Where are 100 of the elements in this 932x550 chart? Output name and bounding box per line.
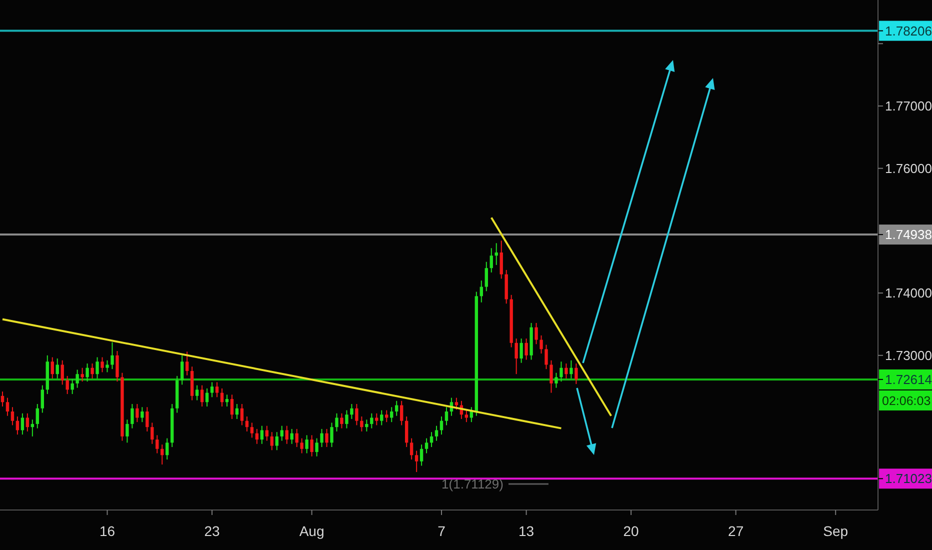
- candlestick: [106, 360, 109, 373]
- candlestick: [146, 406, 149, 432]
- candlestick: [126, 419, 129, 444]
- candlestick: [365, 419, 368, 432]
- candlestick: [215, 382, 219, 398]
- candlestick: [524, 338, 528, 360]
- candlestick: [360, 416, 364, 432]
- candlestick: [494, 242, 498, 266]
- candlestick: [10, 406, 14, 426]
- candlestick: [156, 434, 159, 454]
- candlestick: [136, 404, 139, 423]
- x-tick-label: Sep: [823, 523, 848, 539]
- candlestick: [265, 425, 268, 442]
- candlestick: [400, 400, 404, 426]
- candlestick: [310, 434, 314, 457]
- candlestick: [550, 360, 553, 394]
- y-tick-label: 1.77000: [885, 98, 932, 114]
- candlestick: [230, 394, 234, 420]
- y-tick-label: 1.74000: [885, 286, 932, 301]
- candlestick: [385, 410, 388, 423]
- candlestick: [250, 422, 254, 438]
- y-tick-label: 1.76000: [885, 160, 932, 176]
- ref-line-label: 1.72614: [885, 372, 932, 387]
- candlestick: [345, 410, 348, 429]
- candlestick: [30, 419, 34, 437]
- candlestick: [315, 438, 318, 457]
- candlestick: [110, 342, 114, 370]
- x-tick-label: 13: [518, 523, 534, 539]
- candlestick: [0, 391, 4, 408]
- candlestick: [200, 384, 204, 408]
- candlestick: [544, 344, 548, 370]
- candlestick: [26, 412, 30, 432]
- candlestick: [444, 406, 448, 426]
- candlestick: [434, 425, 438, 442]
- candlestick: [16, 416, 20, 436]
- candlestick: [130, 404, 134, 429]
- candlestick: [195, 384, 199, 401]
- candlestick: [280, 425, 284, 442]
- candlestick: [290, 428, 294, 444]
- candlestick: [50, 356, 54, 379]
- candlestick: [514, 338, 518, 375]
- candlestick: [205, 388, 209, 408]
- candlestick: [220, 388, 224, 408]
- candlestick: [520, 338, 523, 364]
- candlestick: [375, 412, 378, 426]
- candlestick: [340, 412, 344, 429]
- x-tick-label: 16: [99, 523, 116, 539]
- x-tick-label: Aug: [299, 523, 324, 539]
- ref-line-label: 1.71023: [885, 471, 932, 486]
- x-tick-label: 23: [204, 523, 220, 539]
- candlestick: [295, 428, 298, 448]
- candlestick: [464, 410, 468, 423]
- candlestick: [150, 422, 154, 444]
- candlestick: [6, 397, 10, 416]
- candlestick: [380, 410, 384, 426]
- candlestick: [245, 416, 249, 432]
- candlestick: [66, 375, 69, 395]
- candlestick: [20, 412, 24, 436]
- candlestick: [160, 444, 164, 465]
- candlestick: [335, 412, 338, 432]
- candlestick: [394, 400, 398, 416]
- candlestick: [574, 362, 578, 385]
- y-tick-label: 1.73000: [885, 348, 932, 363]
- candlestick: [300, 438, 304, 454]
- candlestick: [350, 404, 354, 420]
- candlestick: [410, 438, 414, 460]
- candlestick: [480, 280, 484, 303]
- candlestick: [240, 404, 244, 426]
- candlestick: [225, 394, 229, 408]
- candlestick: [390, 406, 394, 423]
- annotation: 1(1.71129): [442, 476, 504, 492]
- candlestick: [166, 438, 169, 460]
- candlestick: [420, 444, 424, 466]
- candlestick: [484, 261, 488, 292]
- candlestick: [185, 351, 189, 376]
- candlestick: [275, 432, 278, 451]
- candlestick: [60, 360, 64, 386]
- candlestick: [40, 384, 44, 414]
- x-tick-label: 20: [623, 523, 640, 539]
- candlestick: [36, 404, 40, 429]
- candlestick: [116, 350, 119, 382]
- candlestick: [540, 334, 543, 354]
- candlestick: [404, 416, 408, 448]
- candlestick: [285, 425, 288, 444]
- candlestick: [260, 425, 264, 444]
- candlestick: [325, 428, 328, 448]
- candlestick: [255, 428, 259, 444]
- candlestick: [100, 356, 104, 373]
- candlestick: [235, 404, 239, 420]
- candlestick: [330, 422, 334, 448]
- candlestick: [270, 432, 274, 451]
- candlestick: [534, 322, 538, 345]
- candlestick: [305, 434, 308, 454]
- candlestick: [370, 412, 374, 429]
- candlestick: [500, 240, 503, 280]
- candlestick: [490, 248, 493, 273]
- candlestick: [454, 397, 458, 410]
- candlestick: [430, 432, 434, 448]
- candlestick: [355, 404, 358, 426]
- candlestick: [90, 362, 94, 379]
